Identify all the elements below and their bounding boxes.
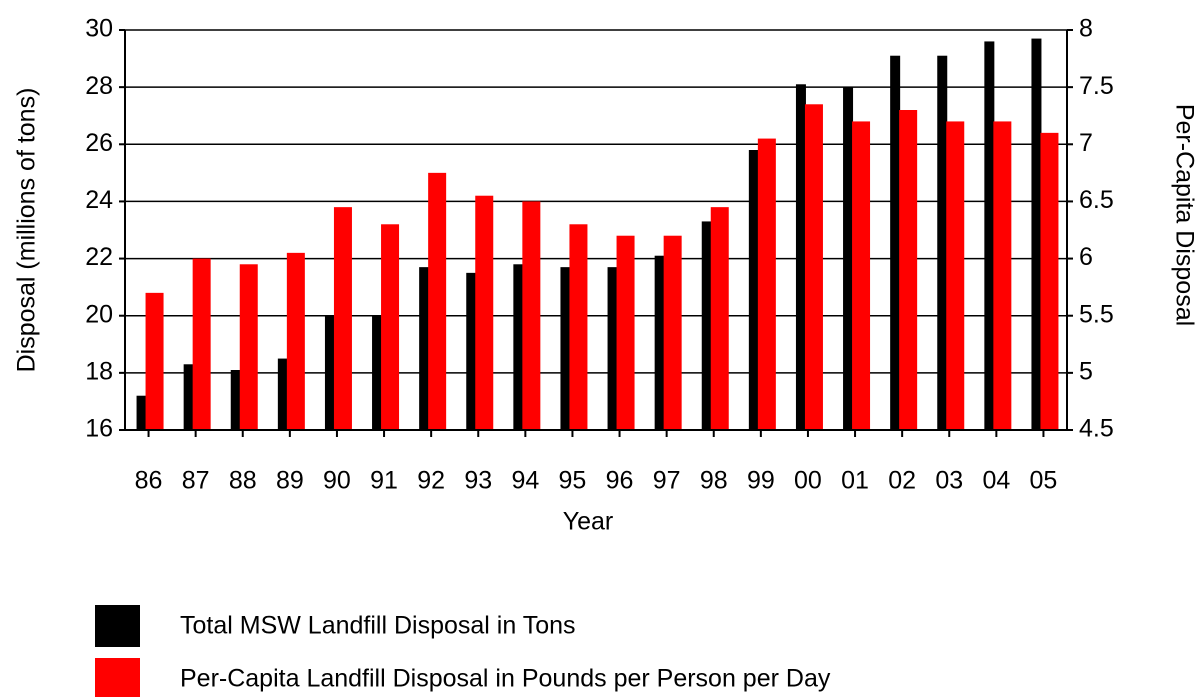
y2-tick-label: 8 — [1079, 15, 1093, 43]
bar — [984, 41, 995, 431]
bar — [795, 84, 806, 431]
x-tick-label: 86 — [135, 467, 163, 495]
bar — [616, 235, 635, 430]
bar — [145, 292, 164, 430]
x-tick-label: 88 — [229, 467, 257, 495]
bar — [419, 267, 430, 430]
bar — [569, 224, 588, 430]
bar — [804, 104, 823, 431]
bar — [522, 201, 541, 430]
x-tick-label: 05 — [1030, 467, 1058, 495]
x-tick-label: 95 — [559, 467, 587, 495]
x-tick-label: 93 — [464, 467, 492, 495]
bar — [333, 207, 352, 430]
bar — [1040, 132, 1059, 430]
bar — [899, 110, 918, 430]
y2-tick-label: 5 — [1079, 357, 1093, 385]
y2-tick-label: 4.5 — [1079, 415, 1114, 443]
legend-label: Total MSW Landfill Disposal in Tons — [180, 612, 576, 640]
x-tick-label: 97 — [653, 467, 681, 495]
bar — [239, 264, 258, 430]
bar — [277, 358, 288, 430]
bar — [607, 267, 618, 430]
y-tick-label: 28 — [85, 72, 113, 100]
x-tick-label: 91 — [370, 467, 398, 495]
x-tick-label: 87 — [182, 467, 210, 495]
bar — [890, 55, 901, 430]
bar — [381, 224, 400, 430]
x-tick-label: 90 — [323, 467, 351, 495]
x-axis-label: Year — [563, 508, 614, 536]
y-tick-label: 16 — [85, 415, 113, 443]
bar — [852, 121, 871, 430]
x-tick-label: 99 — [747, 467, 775, 495]
y-tick-label: 24 — [85, 186, 113, 214]
x-tick-label: 89 — [276, 467, 304, 495]
y2-tick-label: 7.5 — [1079, 72, 1114, 100]
x-tick-label: 92 — [417, 467, 445, 495]
y2-axis-label: Per-Capita Disposal — [1170, 104, 1198, 326]
x-tick-label: 98 — [700, 467, 728, 495]
bar — [663, 235, 682, 430]
x-tick-label: 96 — [606, 467, 634, 495]
bar — [372, 315, 383, 430]
bar — [701, 221, 712, 430]
bar — [1031, 38, 1042, 430]
bar — [286, 252, 305, 430]
bar — [475, 195, 494, 430]
bar — [757, 138, 776, 431]
x-tick-label: 00 — [794, 467, 822, 495]
bar — [748, 150, 759, 430]
bar — [993, 121, 1012, 430]
x-tick-label: 02 — [888, 467, 916, 495]
y-tick-label: 26 — [85, 129, 113, 157]
bar — [654, 255, 665, 430]
legend-swatch — [95, 658, 140, 697]
bar — [513, 264, 524, 430]
bar — [428, 172, 447, 430]
bar — [560, 267, 571, 430]
x-tick-label: 94 — [511, 467, 539, 495]
bar — [136, 395, 147, 430]
bar — [183, 364, 194, 430]
bar — [230, 370, 241, 430]
y-tick-label: 18 — [85, 357, 113, 385]
bar — [937, 55, 948, 430]
bar — [843, 87, 854, 431]
x-tick-label: 03 — [935, 467, 963, 495]
legend-label: Per-Capita Landfill Disposal in Pounds p… — [180, 665, 831, 693]
bar — [192, 258, 211, 430]
y2-tick-label: 6 — [1079, 243, 1093, 271]
x-tick-label: 01 — [841, 467, 869, 495]
y-tick-label: 30 — [85, 15, 113, 43]
y-tick-label: 22 — [85, 243, 113, 271]
y-axis-label: Disposal (millions of tons) — [13, 88, 41, 373]
x-tick-label: 04 — [982, 467, 1010, 495]
bar — [710, 207, 729, 430]
y2-tick-label: 7 — [1079, 129, 1093, 157]
y-tick-label: 20 — [85, 300, 113, 328]
bar — [466, 272, 477, 430]
bar — [324, 315, 335, 430]
bar — [946, 121, 965, 430]
y2-tick-label: 5.5 — [1079, 300, 1114, 328]
y2-tick-label: 6.5 — [1079, 186, 1114, 214]
legend-swatch — [95, 605, 140, 647]
